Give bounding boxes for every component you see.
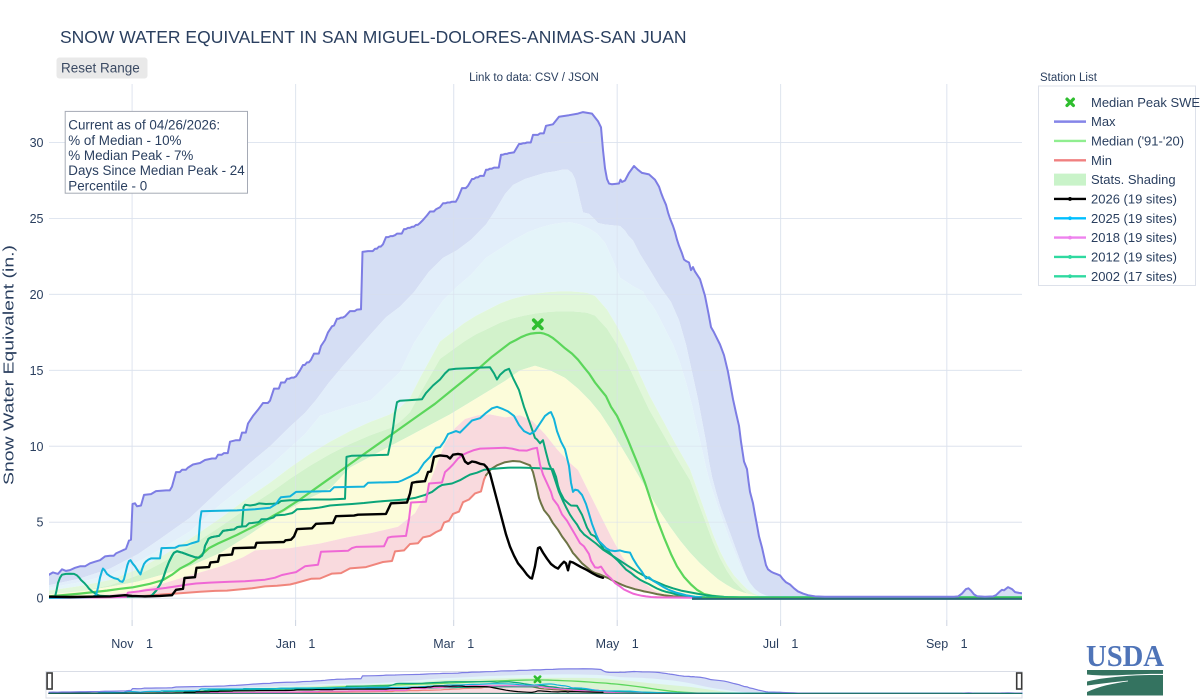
svg-text:May 1: May 1 [596,637,639,651]
svg-text:25: 25 [30,212,44,226]
svg-text:2018 (19 sites): 2018 (19 sites) [1091,230,1177,245]
svg-text:Stats. Shading: Stats. Shading [1091,172,1176,187]
svg-text:Median ('91-'20): Median ('91-'20) [1091,133,1184,148]
svg-text:% of Median - 10%: % of Median - 10% [68,133,181,148]
svg-text:Link to data: CSV / JSON: Link to data: CSV / JSON [469,72,599,84]
svg-text:Min: Min [1091,153,1112,168]
svg-text:USDA: USDA [1086,639,1164,673]
svg-text:2026 (19 sites): 2026 (19 sites) [1091,191,1177,206]
svg-text:% Median Peak - 7%: % Median Peak - 7% [68,148,193,163]
svg-text:20: 20 [30,288,44,302]
svg-text:5: 5 [37,516,44,530]
svg-text:Mar 1: Mar 1 [433,637,474,651]
svg-text:Percentile - 0: Percentile - 0 [68,178,147,193]
svg-text:Nov 1: Nov 1 [111,637,153,651]
svg-text:15: 15 [30,364,44,378]
svg-text:Days Since Median Peak - 24: Days Since Median Peak - 24 [68,163,245,178]
svg-text:2012 (19 sites): 2012 (19 sites) [1091,249,1177,264]
svg-text:SNOW WATER EQUIVALENT IN SAN M: SNOW WATER EQUIVALENT IN SAN MIGUEL-DOLO… [60,27,687,47]
svg-text:2002 (17 sites): 2002 (17 sites) [1091,269,1177,284]
svg-text:Reset Range: Reset Range [61,61,140,76]
svg-text:Snow Water Equivalent (in.): Snow Water Equivalent (in.) [1,245,18,485]
svg-text:Station List: Station List [1040,72,1098,84]
svg-text:0: 0 [37,592,44,606]
svg-text:Sep 1: Sep 1 [926,637,968,651]
svg-text:2025 (19 sites): 2025 (19 sites) [1091,211,1177,226]
svg-text:Jan 1: Jan 1 [276,637,316,651]
svg-text:Jul 1: Jul 1 [763,637,798,651]
svg-text:Current as of 04/26/2026:: Current as of 04/26/2026: [68,118,220,133]
svg-text:10: 10 [30,440,44,454]
svg-text:Median Peak SWE: Median Peak SWE [1091,95,1200,110]
svg-text:Max: Max [1091,114,1116,129]
svg-text:30: 30 [30,136,44,150]
